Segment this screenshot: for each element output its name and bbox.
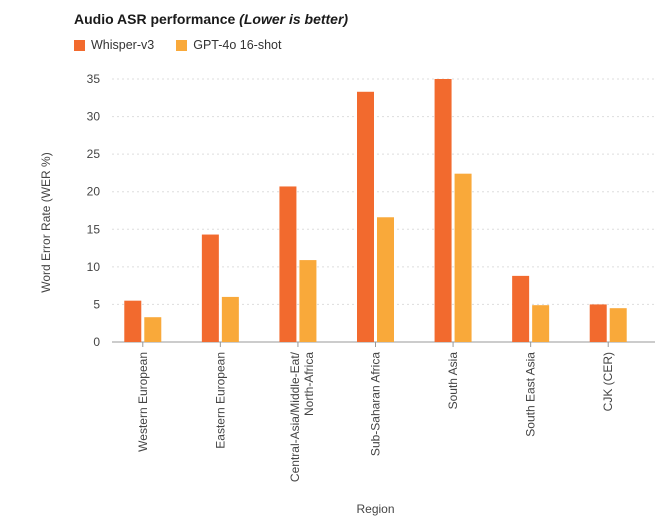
legend-label-whisper: Whisper-v3: [91, 38, 155, 52]
bar-gpt4o-1: [221, 296, 239, 342]
x-tick-label-6: CJK (CER): [601, 352, 615, 411]
y-tick-label-15: 15: [87, 222, 101, 236]
legend: Whisper-v3 GPT-4o 16-shot: [74, 38, 303, 52]
y-tick-label-25: 25: [87, 147, 101, 161]
bar-whisper-1: [201, 234, 219, 342]
x-tick-label-1: Eastern European: [213, 352, 227, 449]
legend-label-gpt4o: GPT-4o 16-shot: [193, 38, 282, 52]
bar-whisper-0: [124, 300, 142, 342]
bar-gpt4o-3: [377, 217, 394, 342]
y-tick-label-5: 5: [93, 297, 100, 311]
x-tick-label-2: Central-Asia/Middle-Eat/North-Africa: [288, 351, 316, 482]
chart-title: Audio ASR performance (Lower is better): [74, 11, 348, 27]
y-tick-label-35: 35: [87, 72, 101, 86]
bar-gpt4o-5: [532, 305, 550, 342]
bar-whisper-5: [512, 275, 530, 342]
bar-whisper-6: [589, 304, 607, 342]
legend-swatch-gpt4o: [176, 39, 188, 51]
bar-gpt4o-6: [609, 308, 627, 342]
y-axis-label: Word Error Rate (WER %): [39, 152, 53, 292]
legend-item-gpt4o: GPT-4o 16-shot: [176, 38, 281, 52]
y-tick-label-10: 10: [87, 260, 101, 274]
y-tick-label-30: 30: [87, 110, 101, 124]
legend-item-whisper: Whisper-v3: [74, 38, 154, 52]
x-tick-label-5: South East Asia: [524, 352, 538, 437]
x-tick-label-0: Western European: [136, 352, 150, 452]
chart-subtitle: (Lower is better): [239, 11, 349, 27]
chart-title-main: Audio ASR performance: [74, 11, 236, 27]
x-axis-label: Region: [356, 502, 394, 516]
bar-gpt4o-0: [144, 317, 162, 342]
bar-whisper-3: [357, 91, 374, 342]
bar-gpt4o-4: [454, 173, 472, 342]
legend-swatch-whisper: [74, 39, 85, 51]
bar-whisper-4: [434, 79, 452, 342]
y-tick-label-0: 0: [93, 335, 100, 349]
bar-whisper-2: [279, 186, 297, 342]
y-tick-label-20: 20: [87, 185, 101, 199]
x-tick-label-4: South Asia: [446, 352, 460, 410]
bar-gpt4o-2: [299, 260, 317, 342]
x-tick-label-3: Sub-Saharan Africa: [369, 352, 383, 456]
